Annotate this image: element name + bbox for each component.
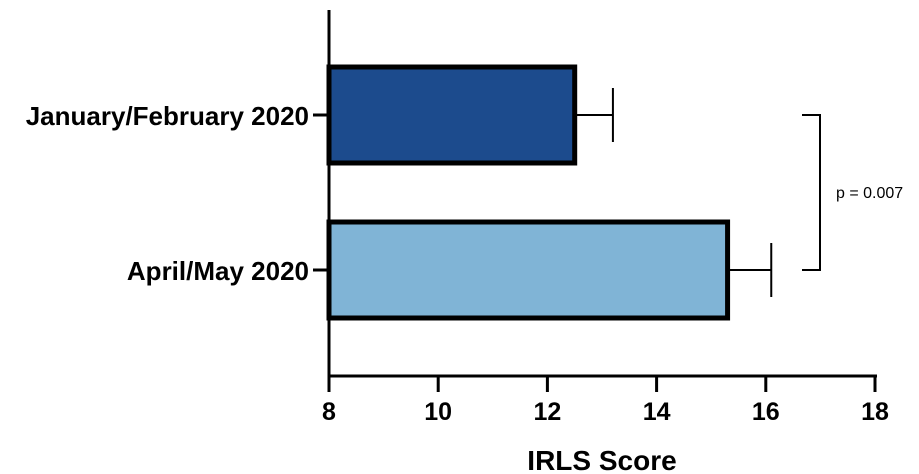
x-tick-label-16: 16	[752, 398, 780, 426]
x-tick-label-14: 14	[643, 398, 671, 426]
x-axis-title: IRLS Score	[527, 445, 676, 474]
significance-bracket: p = 0.007	[802, 114, 903, 271]
x-tick-label-8: 8	[322, 398, 336, 426]
x-tick-label-10: 10	[424, 398, 452, 426]
chart-marks	[313, 64, 773, 321]
category-label-jan-feb: January/February 2020	[26, 101, 309, 131]
bar-1	[326, 219, 731, 321]
bracket-line	[802, 114, 821, 271]
x-tick-label-18: 18	[861, 398, 889, 426]
bar-0	[326, 64, 578, 166]
x-tick-label-12: 12	[533, 398, 561, 426]
x-axis-ticks: 8 10 12 14 16 18	[322, 376, 889, 426]
category-label-apr-may: April/May 2020	[127, 256, 309, 286]
chart-axes	[327, 10, 877, 378]
category-labels: January/February 2020 April/May 2020	[26, 101, 309, 286]
p-value-annotation: p = 0.007	[836, 185, 903, 202]
